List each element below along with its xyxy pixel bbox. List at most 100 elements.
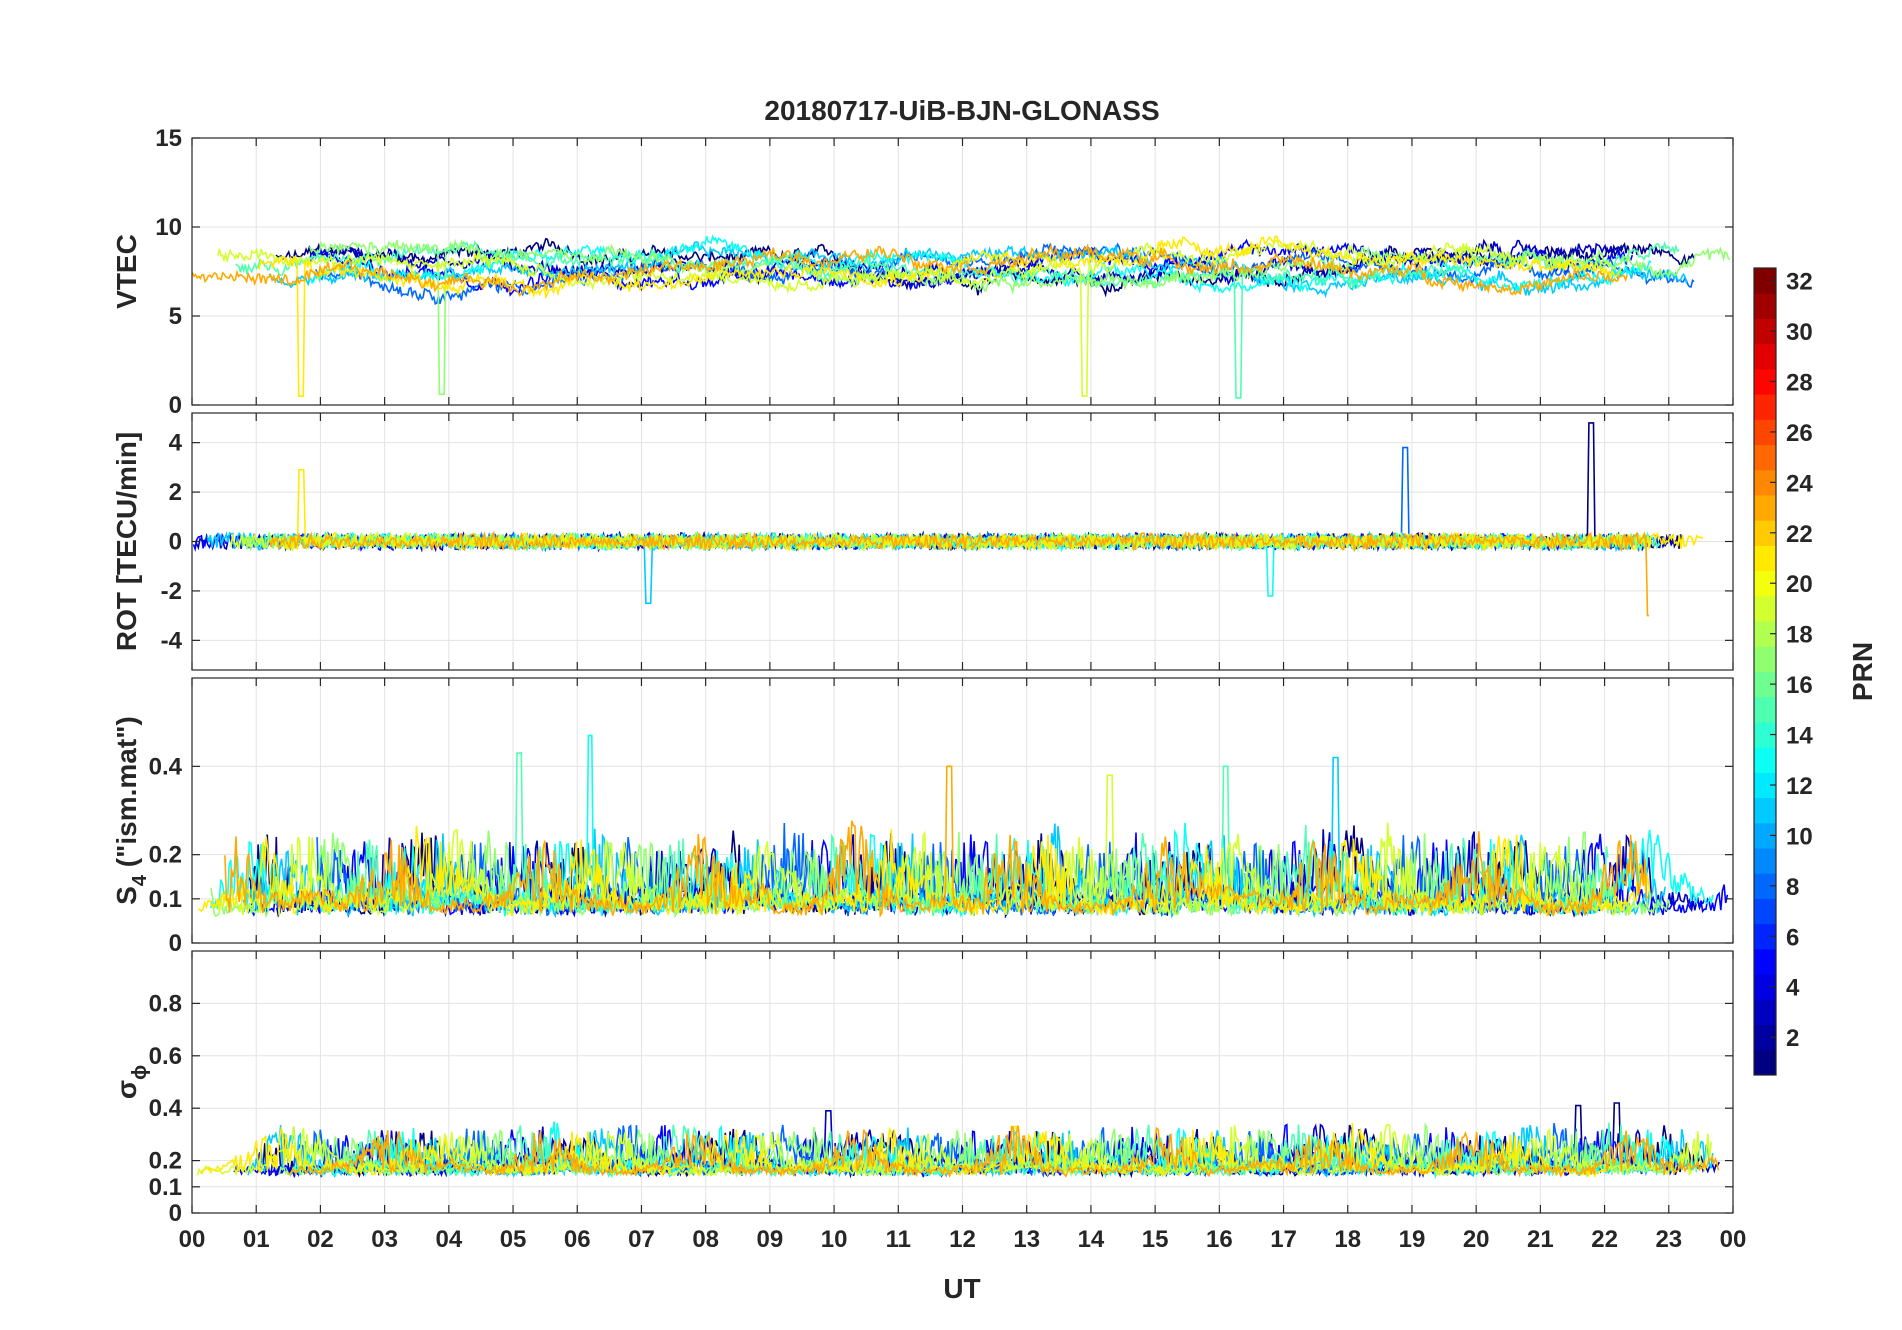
colorbar-tick-label: 2 (1786, 1025, 1799, 1052)
x-tick-label: 17 (1270, 1226, 1297, 1253)
series-group (196, 1102, 1720, 1180)
x-tick-label: 20 (1463, 1226, 1490, 1253)
series-group (192, 234, 1731, 399)
y-tick-label: 15 (155, 125, 182, 152)
x-tick-label: 03 (371, 1226, 398, 1253)
colorbar-tick-label: 26 (1786, 420, 1813, 447)
y-tick-label: 0 (169, 930, 182, 957)
colorbar-segment (1754, 923, 1776, 950)
colorbar-segment (1754, 696, 1776, 723)
x-tick-label: 09 (757, 1226, 784, 1253)
y-tick-label: 0 (169, 392, 182, 419)
colorbar-label: PRN (1847, 642, 1878, 701)
series-line-prn-5 (308, 238, 1634, 297)
series-line-prn-23 (268, 530, 1649, 617)
colorbar-frame (1753, 267, 1777, 1076)
series-line-prn-21 (197, 825, 1652, 917)
y-tick-label: 0.4 (149, 1095, 183, 1122)
colorbar-segment (1754, 797, 1776, 824)
colorbar-segment (1754, 444, 1776, 471)
colorbar-segment (1754, 469, 1776, 496)
y-tick-label: 2 (169, 479, 182, 506)
series-line-prn-1 (275, 237, 1695, 298)
colorbar-tick-label: 28 (1786, 369, 1813, 396)
panel-rot: -4 -2 0 2 4 ROT [TECU/min] (111, 412, 1734, 671)
colorbar-segment (1754, 999, 1776, 1026)
colorbar-segment (1754, 268, 1776, 294)
y-tick-label: 0 (169, 1200, 182, 1227)
colorbar-segment (1754, 848, 1776, 874)
colorbar-segment (1754, 671, 1776, 698)
x-tick-label: 06 (564, 1226, 591, 1253)
y-tick-label: 0.1 (149, 1174, 182, 1201)
y-tick-label: 0.1 (149, 886, 182, 913)
series-group (197, 734, 1729, 919)
y-tick-label: 0.4 (149, 753, 183, 780)
x-tick-label: 21 (1527, 1226, 1554, 1253)
colorbar-tick-label: 18 (1786, 622, 1813, 649)
x-tick-label: 05 (500, 1226, 527, 1253)
series-line-prn-21 (257, 235, 1622, 397)
panel-sigma_phi: 00 01 02 03 04 05 06 07 08 09 10 11 12 13 14 15 16 17 18 19… (111, 950, 1747, 1253)
colorbar-segment (1754, 368, 1776, 395)
colorbar-segment (1754, 343, 1776, 370)
y-tick-label: 0.8 (149, 990, 182, 1017)
colorbar-segment (1754, 721, 1776, 748)
x-tick-label: 00 (179, 1226, 206, 1253)
y-axis-label-s4: S4 ("ism.mat") (111, 716, 151, 905)
panel-s4: 0 0.1 0.2 0.4S4 ("ism.mat") (111, 677, 1734, 957)
colorbar-segment (1754, 394, 1776, 420)
colorbar-segment (1754, 974, 1776, 1000)
series-line-prn-21 (280, 468, 1704, 553)
x-tick-label: 18 (1334, 1226, 1361, 1253)
colorbar-tick-label: 14 (1786, 723, 1813, 750)
colorbar-tick-label: 32 (1786, 269, 1813, 296)
x-tick-label: 14 (1078, 1226, 1105, 1253)
x-tick-label: 16 (1206, 1226, 1233, 1253)
series-line-prn-23 (192, 243, 1628, 297)
colorbar-segment (1754, 545, 1776, 572)
colorbar-segment (1754, 772, 1776, 799)
series-line-prn-13 (306, 234, 1652, 294)
y-tick-label: 0.2 (149, 1148, 182, 1175)
y-tick-label: 5 (169, 303, 182, 330)
x-tick-label: 15 (1142, 1226, 1169, 1253)
series-line-prn-17 (278, 1122, 1678, 1178)
x-tick-label: 00 (1720, 1226, 1747, 1253)
y-tick-label: -4 (161, 627, 183, 654)
y-tick-label: 0 (169, 529, 182, 556)
colorbar-tick-label: 16 (1786, 672, 1813, 699)
series-line-prn-23 (224, 765, 1649, 919)
colorbar-tick-label: 30 (1786, 319, 1813, 346)
series-line-prn-13 (210, 734, 1714, 919)
colorbar-segment (1754, 318, 1776, 345)
series-group (192, 422, 1704, 617)
colorbar-tick-label: 12 (1786, 773, 1813, 800)
colorbar-segment (1754, 646, 1776, 672)
x-tick-label: 22 (1591, 1226, 1618, 1253)
x-axis-label: UT (943, 1273, 980, 1304)
colorbar-segment (1754, 898, 1776, 925)
x-tick-label: 02 (307, 1226, 334, 1253)
colorbar-segment (1754, 1049, 1776, 1076)
colorbar-tick-label: 22 (1786, 521, 1813, 548)
colorbar-segment (1754, 873, 1776, 899)
colorbar-segment (1754, 948, 1776, 975)
x-tick-label: 23 (1655, 1226, 1682, 1253)
chart-title: 20180717-UiB-BJN-GLONASS (764, 95, 1159, 126)
y-tick-label: 10 (155, 214, 182, 241)
x-tick-label: 12 (949, 1226, 976, 1253)
series-line-prn-17 (210, 830, 1671, 919)
panel-vtec: 0 5 10 15 VTEC (111, 125, 1734, 419)
x-tick-label: 08 (692, 1226, 719, 1253)
colorbar-tick-label: 6 (1786, 924, 1799, 951)
x-tick-label: 13 (1013, 1226, 1040, 1253)
y-axis-label-sigma_phi: σϕ (111, 1065, 151, 1099)
colorbar-segment (1754, 1024, 1776, 1051)
series-line-prn-8 (315, 242, 1695, 306)
x-tick-label: 10 (821, 1226, 848, 1253)
series-line-prn-19 (216, 774, 1633, 917)
